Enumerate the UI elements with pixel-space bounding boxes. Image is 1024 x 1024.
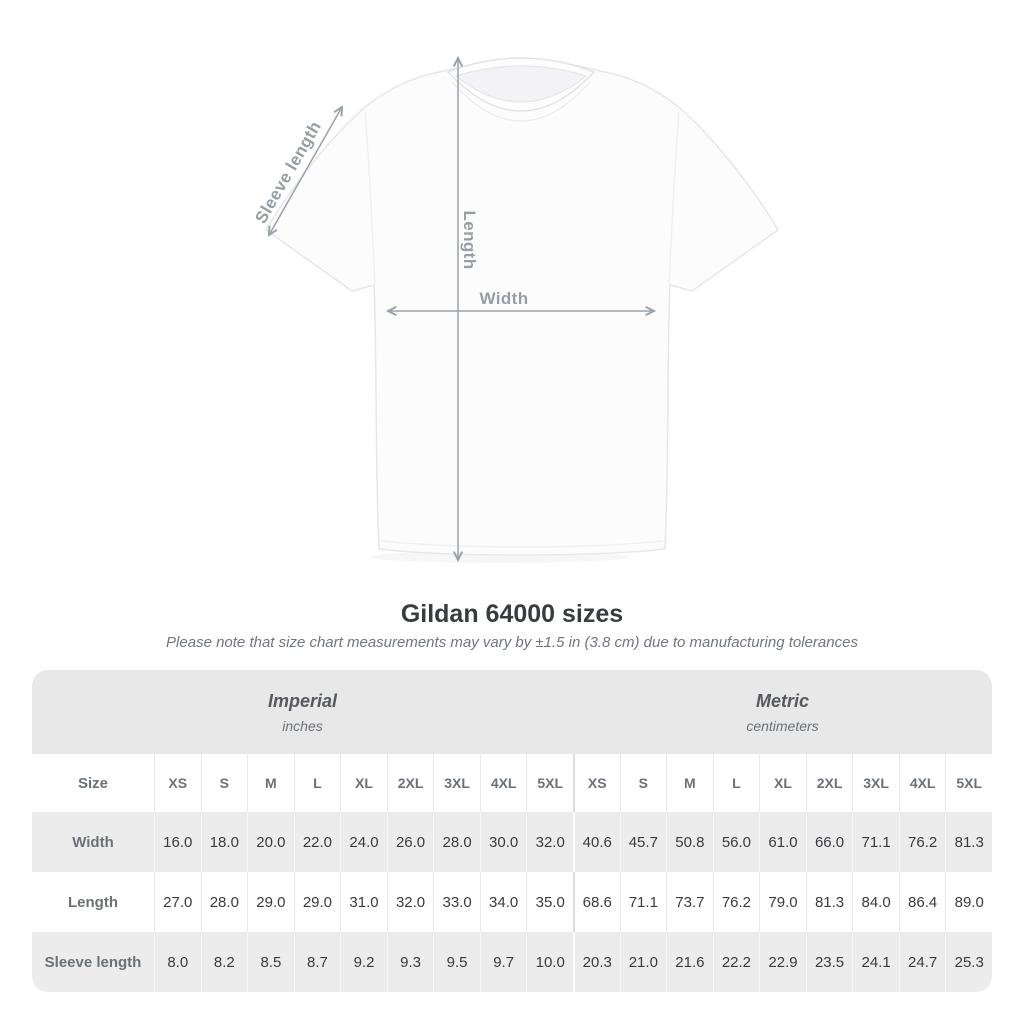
measurement-cell: 71.1 bbox=[852, 812, 899, 872]
measurement-cell: 33.0 bbox=[433, 872, 480, 932]
measurement-cell: 79.0 bbox=[759, 872, 806, 932]
imperial-group-unit: inches bbox=[282, 717, 323, 734]
measurement-cell: 66.0 bbox=[805, 812, 853, 872]
measurement-cell: 50.8 bbox=[666, 812, 713, 872]
measurement-cell: 84.0 bbox=[852, 872, 899, 932]
metric-group: Metric centimeters bbox=[573, 670, 992, 754]
measurement-cell: 9.5 bbox=[433, 932, 480, 992]
measurement-cell: 21.6 bbox=[666, 932, 713, 992]
measurement-cell: 61.0 bbox=[759, 812, 806, 872]
measurement-cell: 20.0 bbox=[247, 812, 294, 872]
size-col-header: 5XL bbox=[526, 754, 573, 812]
measurement-cell: 29.0 bbox=[247, 872, 294, 932]
measurement-cell: 35.0 bbox=[526, 872, 573, 932]
measurement-cell: 28.0 bbox=[433, 812, 480, 872]
measurement-cell: 18.0 bbox=[200, 812, 248, 872]
measurement-cell: 56.0 bbox=[712, 812, 760, 872]
measurement-row: Length 27.0 28.0 29.0 29.0 31.0 32.0 33.0 34.0 35… bbox=[32, 872, 992, 932]
imperial-group-title: Imperial bbox=[267, 690, 338, 711]
tshirt-figure: Sleeve length Length Width bbox=[251, 0, 779, 563]
measurement-cell: 68.6 bbox=[573, 872, 620, 932]
measurement-cell: 71.1 bbox=[619, 872, 667, 932]
measurement-cell: 23.5 bbox=[805, 932, 853, 992]
measurement-row: Sleeve length 8.0 8.2 8.5 8.7 9.2 9.3 9.5 9.7 10.… bbox=[32, 932, 992, 992]
size-col-header: L bbox=[293, 754, 341, 812]
neck-opening bbox=[454, 65, 588, 103]
measurement-cell: 45.7 bbox=[619, 812, 667, 872]
size-header-row: Size XS S M L XL 2XL 3XL 4XL 5XL XS S M L XL 2XL 3XL 4XL 5… bbox=[32, 754, 992, 812]
measurement-cell: 9.2 bbox=[340, 932, 387, 992]
size-row-label: Size bbox=[77, 774, 108, 792]
measurement-row: Width 16.0 18.0 20.0 22.0 24.0 26.0 28.0 30.0 32.… bbox=[32, 812, 992, 872]
measurement-cell: 8.2 bbox=[200, 932, 248, 992]
size-col-header: 3XL bbox=[433, 754, 480, 812]
measurement-cell: 24.7 bbox=[898, 932, 946, 992]
measurement-cell: 26.0 bbox=[386, 812, 434, 872]
size-col-header: 2XL bbox=[805, 754, 853, 812]
size-col-header: 4XL bbox=[479, 754, 527, 812]
size-col-header: 5XL bbox=[945, 754, 992, 812]
tshirt-diagram: Sleeve length Length Width bbox=[251, 0, 779, 563]
measurement-cell: 24.1 bbox=[852, 932, 899, 992]
measurement-cell: 31.0 bbox=[340, 872, 387, 932]
measurement-cell: 73.7 bbox=[666, 872, 713, 932]
measurement-cell: 21.0 bbox=[619, 932, 667, 992]
measurement-cell: 29.0 bbox=[293, 872, 341, 932]
measurement-cell: 89.0 bbox=[945, 872, 992, 932]
size-col-header: XS bbox=[154, 754, 201, 812]
table-header-band: Imperial inches Metric centimeters bbox=[32, 670, 992, 754]
size-col-header: XL bbox=[759, 754, 806, 812]
metric-group-unit: centimeters bbox=[746, 717, 819, 734]
size-col-header: S bbox=[619, 754, 667, 812]
metric-group-title: Metric bbox=[755, 690, 809, 711]
width-label: Width bbox=[479, 289, 528, 308]
measurement-cell: 22.0 bbox=[293, 812, 341, 872]
size-col-header: M bbox=[666, 754, 713, 812]
length-label: Length bbox=[460, 210, 479, 269]
size-col-header: 3XL bbox=[852, 754, 899, 812]
measurement-cell: 20.3 bbox=[573, 932, 620, 992]
measurement-cell: 76.2 bbox=[898, 812, 946, 872]
measurement-cell: 81.3 bbox=[945, 812, 992, 872]
measurement-cell: 8.7 bbox=[293, 932, 341, 992]
measurement-cell: 8.5 bbox=[247, 932, 294, 992]
measurement-cell: 32.0 bbox=[386, 872, 434, 932]
size-col-header: XL bbox=[340, 754, 387, 812]
measurement-cell: 24.0 bbox=[340, 812, 387, 872]
size-table: Imperial inches Metric centimeters Size X… bbox=[32, 670, 992, 992]
measurement-row-label: Sleeve length bbox=[44, 953, 142, 971]
measurement-cell: 34.0 bbox=[479, 872, 527, 932]
measurement-row-label: Length bbox=[68, 893, 118, 911]
measurement-cell: 9.3 bbox=[386, 932, 434, 992]
measurement-cell: 30.0 bbox=[479, 812, 527, 872]
size-col-header: M bbox=[247, 754, 294, 812]
measurement-cell: 22.9 bbox=[759, 932, 806, 992]
measurement-cell: 27.0 bbox=[154, 872, 201, 932]
measurement-cell: 10.0 bbox=[526, 932, 573, 992]
page-note: Please note that size chart measurements… bbox=[166, 634, 858, 651]
size-col-header: L bbox=[712, 754, 760, 812]
size-col-header: XS bbox=[573, 754, 620, 812]
measurement-cell: 32.0 bbox=[526, 812, 573, 872]
measurement-cell: 8.0 bbox=[154, 932, 201, 992]
measurement-cell: 22.2 bbox=[712, 932, 760, 992]
page-title: Gildan 64000 sizes bbox=[400, 600, 624, 628]
measurement-cell: 40.6 bbox=[573, 812, 620, 872]
measurement-cell: 86.4 bbox=[898, 872, 946, 932]
size-table-grid: Size XS S M L XL 2XL 3XL 4XL 5XL XS S M L XL 2XL 3XL 4XL 5… bbox=[32, 754, 992, 992]
measurement-cell: 16.0 bbox=[154, 812, 201, 872]
measurement-cell: 28.0 bbox=[200, 872, 248, 932]
measurement-cell: 81.3 bbox=[805, 872, 853, 932]
measurement-row-label: Width bbox=[72, 833, 114, 851]
size-col-header: S bbox=[200, 754, 248, 812]
measurement-cell: 25.3 bbox=[945, 932, 992, 992]
size-col-header: 2XL bbox=[386, 754, 434, 812]
size-col-header: 4XL bbox=[898, 754, 946, 812]
imperial-group: Imperial inches bbox=[32, 670, 573, 754]
measurement-cell: 76.2 bbox=[712, 872, 760, 932]
measurement-cell: 9.7 bbox=[479, 932, 527, 992]
sleeve-length-arrow bbox=[269, 107, 342, 235]
